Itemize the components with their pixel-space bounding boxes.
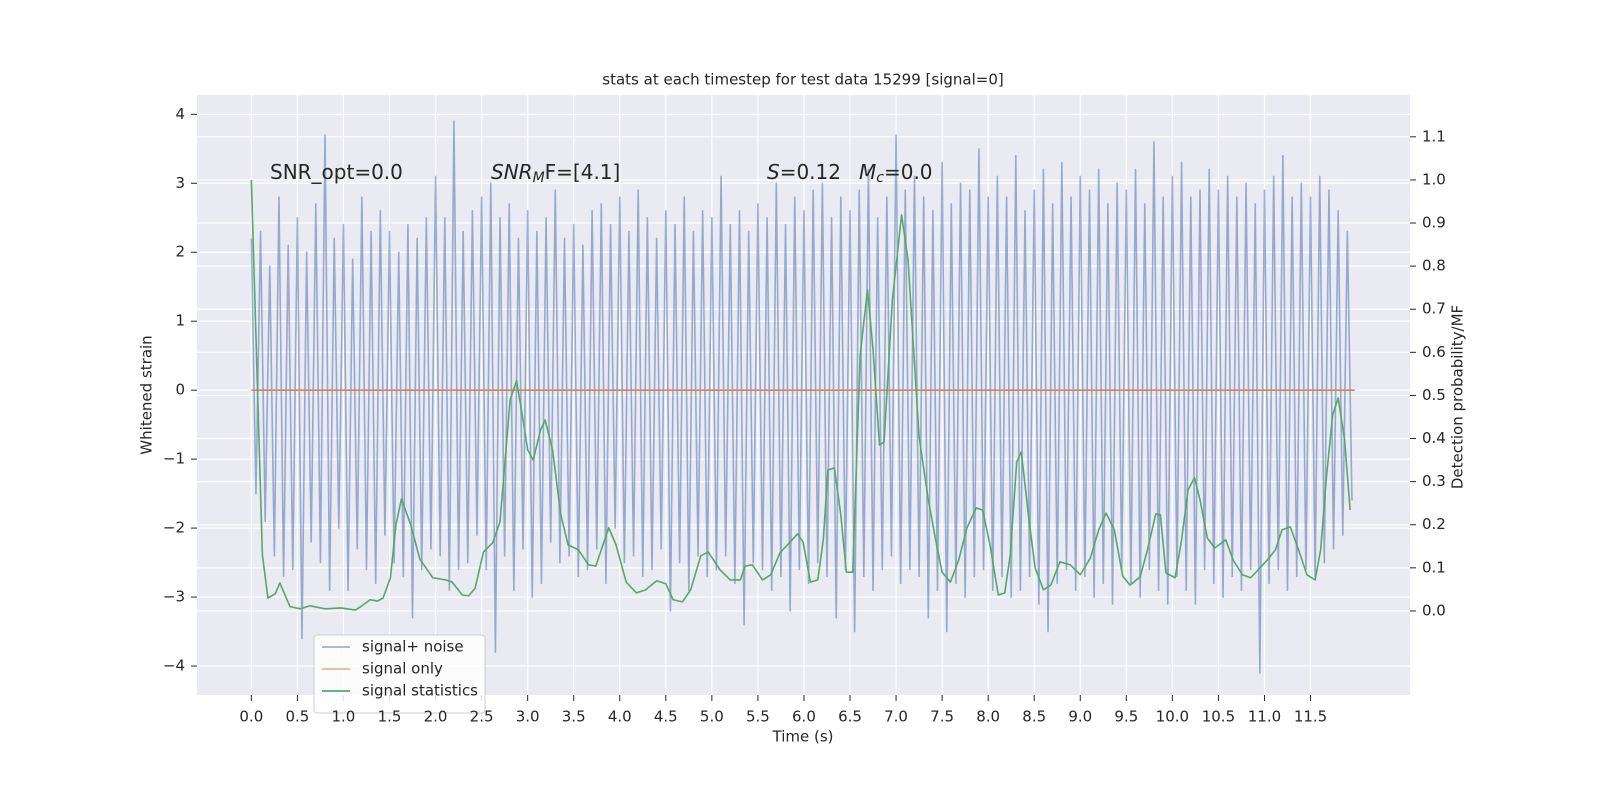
annotation: Mc=0.0 xyxy=(859,160,933,187)
y-tick-label: 3 xyxy=(175,174,185,192)
y-tick-label: −1 xyxy=(163,450,185,468)
chart-title: stats at each timestep for test data 152… xyxy=(602,71,1003,89)
x-tick-label: 11.0 xyxy=(1248,708,1281,726)
annotation: SNR_opt=0.0 xyxy=(270,160,403,184)
x-tick-label: 0.5 xyxy=(285,708,309,726)
y2-tick-label: 0.3 xyxy=(1422,472,1446,490)
y2-tick-label: 0.6 xyxy=(1422,343,1446,361)
lines xyxy=(250,120,1355,674)
x-tick-label: 9.5 xyxy=(1114,708,1138,726)
x-tick-label: 1.5 xyxy=(378,708,402,726)
x-tick-label: 10.0 xyxy=(1156,708,1189,726)
y-tick-label: −3 xyxy=(163,588,185,606)
y2-tick-label: 1.0 xyxy=(1422,170,1446,188)
x-tick-label: 6.0 xyxy=(792,708,816,726)
x-tick-label: 8.5 xyxy=(1022,708,1046,726)
annotation-text: c xyxy=(876,170,884,186)
annotation-text: M xyxy=(859,160,876,184)
x-tick-label: 3.5 xyxy=(562,708,586,726)
annotation-text: =0.0 xyxy=(884,160,933,184)
x-tick-label: 11.5 xyxy=(1294,708,1327,726)
x-tick-label: 1.0 xyxy=(332,708,356,726)
y-axis-label: Whitened strain xyxy=(138,335,156,454)
annotation-text: F=[4.1] xyxy=(545,160,621,184)
y2-tick-label: 0.4 xyxy=(1422,429,1446,447)
annotation: S=0.12 xyxy=(767,160,841,184)
legend: signal+ noise signal only signal statistic… xyxy=(313,634,486,714)
y-tick-label: 0 xyxy=(175,381,185,399)
y2-tick-label: 0.5 xyxy=(1422,386,1446,404)
y2-tick-label: 0.9 xyxy=(1422,214,1446,232)
y2-tick-label: 0.8 xyxy=(1422,257,1446,275)
legend-label: signal+ noise xyxy=(362,638,464,656)
annotation-text: SNR_opt=0.0 xyxy=(270,160,403,184)
x-tick-label: 4.5 xyxy=(654,708,678,726)
y2-tick-label: 0.2 xyxy=(1422,515,1446,533)
x-tick-label: 9.0 xyxy=(1068,708,1092,726)
x-tick-label: 5.0 xyxy=(700,708,724,726)
y2-tick-label: 0.7 xyxy=(1422,300,1446,318)
x-tick-label: 6.5 xyxy=(838,708,862,726)
legend-label: signal only xyxy=(362,660,443,678)
annotation-text: SNR xyxy=(491,160,533,184)
y-tick-label: 1 xyxy=(175,312,185,330)
x-tick-label: 3.0 xyxy=(516,708,540,726)
x-tick-label: 7.0 xyxy=(884,708,908,726)
y-tick-label: 2 xyxy=(175,243,185,261)
x-tick-label: 10.5 xyxy=(1202,708,1235,726)
y-tick-label: −4 xyxy=(163,657,185,675)
annotation-text: M xyxy=(533,170,545,186)
y2-tick-label: 1.1 xyxy=(1422,127,1446,145)
x-tick-label: 8.0 xyxy=(976,708,1000,726)
x-tick-label: 0.0 xyxy=(239,708,263,726)
y-tick-label: −2 xyxy=(163,519,185,537)
x-tick-label: 7.5 xyxy=(930,708,954,726)
y-tick-label: 4 xyxy=(175,105,185,123)
y2-tick-label: 0.1 xyxy=(1422,558,1446,576)
x-axis-label: Time (s) xyxy=(772,728,834,746)
legend-box xyxy=(313,634,486,714)
x-tick-label: 4.0 xyxy=(608,708,632,726)
legend-label: signal statistics xyxy=(362,682,478,700)
x-tick-label: 2.5 xyxy=(470,708,494,726)
y2-axis-label: Detection probability/MF xyxy=(1449,305,1467,489)
annotation: SNRMF=[4.1] xyxy=(491,160,620,187)
annotation-text: S xyxy=(767,160,780,184)
annotation-text: =0.12 xyxy=(780,160,841,184)
x-tick-label: 2.0 xyxy=(424,708,448,726)
y2-tick-label: 0.0 xyxy=(1422,601,1446,619)
x-tick-label: 5.5 xyxy=(746,708,770,726)
series-line xyxy=(250,179,1351,611)
